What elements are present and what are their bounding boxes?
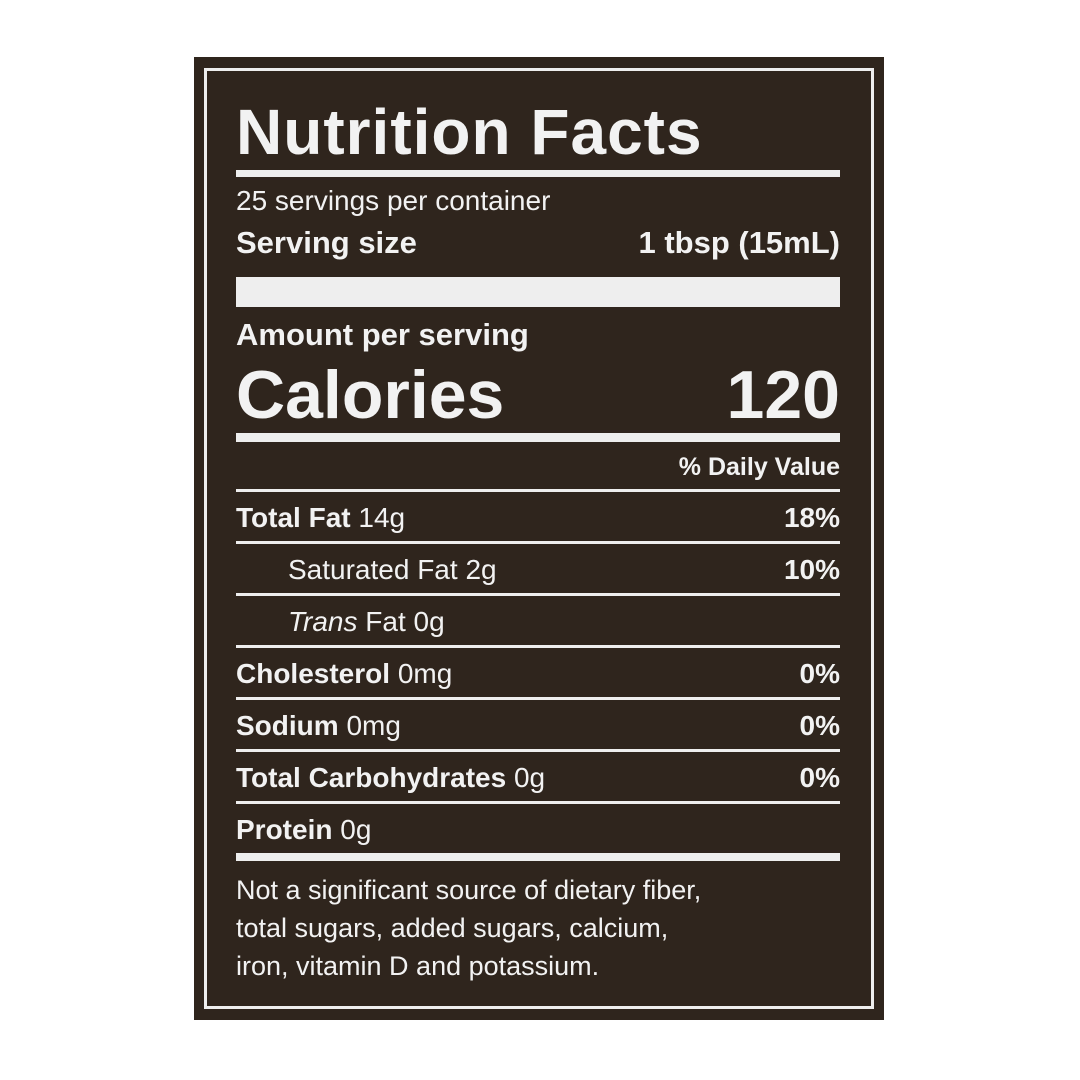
nutrient-amount: 0mg [346,710,401,741]
servings-per-container: 25 servings per container [236,185,551,216]
divider [236,697,840,700]
nutrient-name: Protein [236,814,333,845]
nutrient-name: Total Carbohydrates [236,762,507,793]
footnote-line: iron, vitamin D and potassium. [236,951,600,981]
nutrient-name-italic: Trans [288,606,358,637]
nutrient-row-saturated-fat: Saturated Fat 2g 10% [236,553,840,587]
serving-size-value: 1 tbsp (15mL) [638,225,840,260]
nutrient-amount: 14g [358,502,406,533]
label-title: Nutrition Facts [236,96,703,168]
nutrient-row-protein: Protein 0g [236,813,840,847]
label-border [204,68,874,1009]
nutrient-dv: 10% [783,554,840,585]
nutrient-name: Cholesterol [236,658,391,689]
nutrient-amount: 0g [413,606,445,637]
footnote-line: total sugars, added sugars, calcium, [236,913,669,943]
divider [236,749,840,752]
nutrient-name: Saturated Fat [288,554,458,585]
nutrient-amount: 0g [340,814,372,845]
footnote: Not a significant source of dietary fibe… [236,871,840,985]
nutrient-dv: 0% [799,762,840,793]
nutrient-name: Fat [365,606,406,637]
nutrient-dv: 0% [799,658,840,689]
calories-row: Calories 120 [236,357,840,433]
nutrient-dv: 18% [783,502,840,533]
nutrient-row-trans-fat: Trans Fat 0g [236,605,840,639]
nutrient-amount: 0g [513,762,546,793]
calories-label: Calories [236,357,505,433]
nutrient-name: Total Fat [236,502,351,533]
divider [236,170,840,177]
nutrient-amount: 0mg [397,658,453,689]
divider [236,645,840,648]
divider [236,801,840,804]
thick-bar [236,277,840,307]
divider [236,593,840,596]
nutrient-dv: 0% [799,710,840,741]
serving-size-row: Serving size 1 tbsp (15mL) [236,225,840,261]
divider [236,433,840,442]
amount-per-serving: Amount per serving [236,317,529,352]
divider [236,489,840,492]
nutrient-amount: 2g [465,554,497,585]
nutrient-row-total-fat: Total Fat 14g 18% [236,501,840,535]
divider [236,541,840,544]
nutrient-row-cholesterol: Cholesterol 0mg 0% [236,657,840,691]
serving-size-label: Serving size [236,225,417,260]
divider [236,853,840,861]
nutrient-name: Sodium [236,710,339,741]
nutrient-row-total-carbohydrates: Total Carbohydrates 0g 0% [236,761,840,795]
calories-value: 120 [726,357,840,433]
footnote-line: Not a significant source of dietary fibe… [236,875,702,905]
daily-value-header: % Daily Value [678,453,840,481]
nutrient-row-sodium: Sodium 0mg 0% [236,709,840,743]
